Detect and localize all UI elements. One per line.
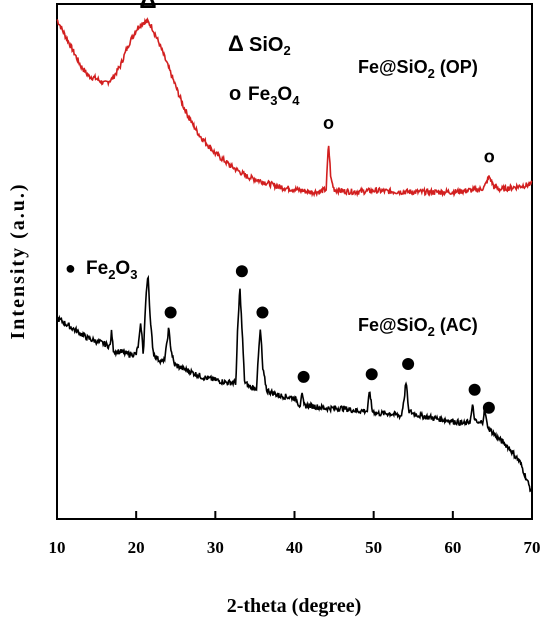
sample-label-ac: Fe@SiO2 (AC) <box>358 315 478 339</box>
x-axis-ticks: 10 20 30 40 50 60 70 <box>49 511 541 557</box>
legend-fe3o4-label: Fe3O4 <box>248 84 300 108</box>
series-line-ac <box>56 274 533 495</box>
legend-fe3o4: o Fe3O4 <box>229 83 300 108</box>
legend-sio2-symbol: Δ <box>228 31 244 56</box>
fe2o3-peak-marker <box>164 306 177 319</box>
x-tick-label: 20 <box>128 538 145 557</box>
fe2o3-peak-marker <box>297 370 310 383</box>
x-tick-label: 10 <box>49 538 66 557</box>
x-tick-label: 70 <box>524 538 541 557</box>
x-tick-label: 50 <box>365 538 382 557</box>
fe2o3-peak-marker <box>365 368 378 381</box>
fe2o3-peak-marker <box>482 401 495 414</box>
fe2o3-peak-marker <box>468 383 481 396</box>
x-tick-label: 30 <box>207 538 224 557</box>
legend-fe2o3: ● Fe2O3 <box>65 258 137 282</box>
sio2-peak-marker: Δ <box>139 0 156 14</box>
fe3o4-peak-marker: o <box>484 147 495 167</box>
sample-label-op: Fe@SiO2 (OP) <box>358 57 478 81</box>
fe2o3-peak-marker <box>235 265 248 278</box>
legend-sio2-label: SiO2 <box>249 34 291 58</box>
legend-fe2o3-label: Fe2O3 <box>86 258 137 282</box>
x-tick-label: 40 <box>286 538 303 557</box>
fe2o3-peak-marker <box>402 357 415 370</box>
fe2o3-peak-marker <box>256 306 269 319</box>
legend-fe2o3-symbol: ● <box>65 258 76 278</box>
legend-sio2: Δ SiO2 <box>228 31 291 58</box>
legend-fe3o4-symbol: o <box>229 83 241 105</box>
x-tick-label: 60 <box>444 538 461 557</box>
peak-marker-layer: Δo o <box>139 0 495 414</box>
y-axis-title: Intensity (a.u.) <box>7 182 29 339</box>
x-axis-title: 2-theta (degree) <box>227 595 362 617</box>
fe3o4-peak-marker: o <box>323 113 334 133</box>
series-layer <box>56 16 533 495</box>
series-line-op <box>56 16 533 198</box>
